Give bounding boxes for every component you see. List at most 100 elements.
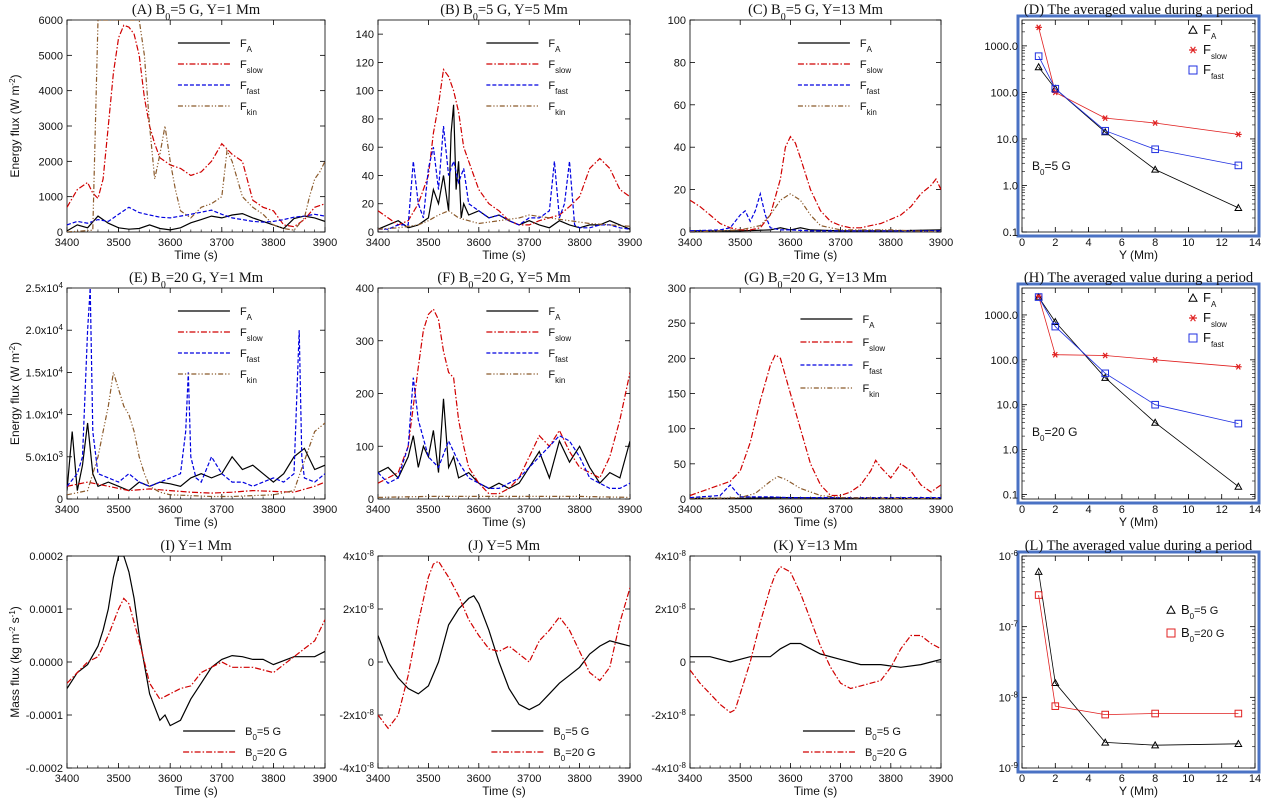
y-tick-label: -2x10-8: [651, 708, 686, 723]
y-tick-label: 140: [356, 29, 374, 41]
panel-title: (J) Y=5 Mm: [468, 538, 541, 554]
x-tick-label: 3400: [55, 237, 79, 249]
y-tick-exponent: -6: [1011, 549, 1019, 558]
y-tick-text: 4000: [39, 86, 63, 98]
square-marker: [1034, 293, 1043, 301]
series-line-0: [1038, 66, 1239, 209]
y-tick-text: 0.1: [1003, 490, 1018, 502]
asterisk-marker: [1035, 293, 1042, 300]
x-tick-label: 3700: [517, 504, 541, 516]
legend-subscript: slow: [555, 66, 571, 75]
legend-label: Fslow: [548, 59, 571, 75]
legend-subscript: 0: [872, 754, 877, 763]
x-tick-label: 3900: [618, 504, 642, 516]
y-tick-label: 6000: [39, 15, 63, 27]
y-axis-label-part: ): [8, 74, 22, 78]
asterisk-marker: [1035, 24, 1042, 31]
legend-subscript: fast: [867, 87, 881, 96]
legend-name: F: [240, 38, 247, 50]
legend-label: Ffast: [862, 360, 882, 376]
y-tick-text: 80: [674, 57, 686, 69]
series-line-3: [67, 20, 325, 232]
y-tick-exponent: -8: [1011, 690, 1019, 699]
legend-subscript: fast: [247, 87, 261, 96]
panel-title: (K) Y=13 Mm: [773, 538, 858, 554]
square-marker: [1034, 591, 1043, 599]
legend-name: B: [865, 747, 872, 759]
asterisk-stroke: [1036, 24, 1042, 31]
y-tick-text: 100.0: [990, 87, 1018, 99]
x-axis-label: Time (s): [794, 248, 838, 262]
panel-title-part: =20 G, Y=1 Mm: [166, 270, 264, 286]
legend-entry-2: Ffast: [797, 80, 881, 96]
y-tick-label: 0.1: [1003, 490, 1018, 502]
y-tick-label: 100: [668, 15, 686, 27]
y-tick-text: 2.0x10: [26, 325, 59, 337]
y-tick-label: 100: [356, 441, 374, 453]
x-axis-label: Y (Mm): [1119, 784, 1158, 798]
legend-label: B0=20 G: [245, 747, 287, 763]
y-tick-text: 2000: [39, 156, 63, 168]
y-tick-text: -0.0001: [26, 710, 63, 722]
y-tick-text: 0: [680, 657, 686, 669]
y-tick-text: 5.0x10: [26, 452, 59, 464]
square-marker: [1101, 369, 1110, 378]
y-tick-label: 0: [368, 494, 374, 506]
plot-area: [1034, 567, 1243, 749]
y-tick-label: 0: [680, 657, 686, 669]
y-tick-text: 100: [668, 15, 686, 27]
y-tick-text: 2.5x10: [26, 283, 59, 295]
legend-name: B: [865, 726, 872, 738]
asterisk-marker: [1101, 352, 1109, 359]
series-line-2: [1038, 56, 1239, 166]
panel-title-part: 0: [781, 12, 786, 23]
plot-frame: [377, 287, 631, 500]
y-tick-label: 0.0001: [29, 604, 63, 616]
panel-note-part: =5 G: [1044, 159, 1070, 173]
legend-name: F: [240, 80, 247, 92]
legend-entry-0: B0=5 G: [491, 726, 589, 742]
legend-label: B0=5 G: [1181, 602, 1218, 621]
x-tick-label: 3400: [366, 237, 390, 249]
panel-title: (F) B0=20 G, Y=5 Mm: [437, 270, 571, 291]
triangle-marker: [1150, 740, 1160, 749]
x-tick-label: 3500: [106, 504, 130, 516]
y-tick-label: 1000.0: [984, 41, 1018, 53]
series-line-2: [378, 125, 630, 230]
panel-title-part: =5 G, Y=1 Mm: [170, 2, 261, 18]
y-tick-text: 6000: [39, 15, 63, 27]
legend-label: Fslow: [1203, 42, 1227, 61]
plot-frame: [66, 19, 326, 233]
panel-title-part: (A) B: [132, 2, 165, 18]
y-tick-text: 1.0: [1003, 445, 1018, 457]
y-tick-label: 120: [356, 57, 374, 69]
x-axis-label: Time (s): [174, 784, 218, 798]
x-tick-label: 3400: [55, 773, 79, 785]
y-tick-label: 10-8: [999, 690, 1019, 705]
plot-area: [67, 20, 325, 232]
y-tick-label: 100.0: [990, 87, 1018, 99]
x-tick-label: 0: [1019, 504, 1025, 516]
panel-i: (I) Y=1 Mm 3400 3500 3600 3700 3800 3900 Time (…: [8, 538, 338, 798]
panel-note-part: B: [1032, 159, 1040, 173]
triangle-marker: [1166, 604, 1176, 614]
y-tick-label: 2x10-8: [655, 602, 687, 617]
legend-label: FA: [240, 38, 253, 54]
panel-note: B0=20 G: [1032, 425, 1078, 443]
x-tick-label: 10: [1182, 237, 1194, 249]
y-axis-label-part: Energy flux (W m: [8, 353, 22, 445]
legend-subscript: fast: [555, 87, 569, 96]
legend-entry-3: Fkin: [797, 101, 877, 117]
legend-label: Fslow: [240, 327, 263, 343]
x-tick-label: 3900: [929, 773, 953, 785]
y-tick-label: -4x10-8: [339, 761, 374, 776]
asterisk-marker: [1189, 46, 1197, 54]
legend-name: B: [553, 747, 560, 759]
legend-subscript: 0: [1190, 635, 1195, 644]
legend-entry-1: Fslow: [800, 337, 885, 353]
legend-subscript: 0: [561, 733, 566, 742]
series-line-0: [690, 642, 941, 668]
y-tick-label: 50: [674, 459, 686, 471]
y-tick-text: 10: [999, 763, 1011, 775]
x-tick-label: 2: [1052, 504, 1058, 516]
